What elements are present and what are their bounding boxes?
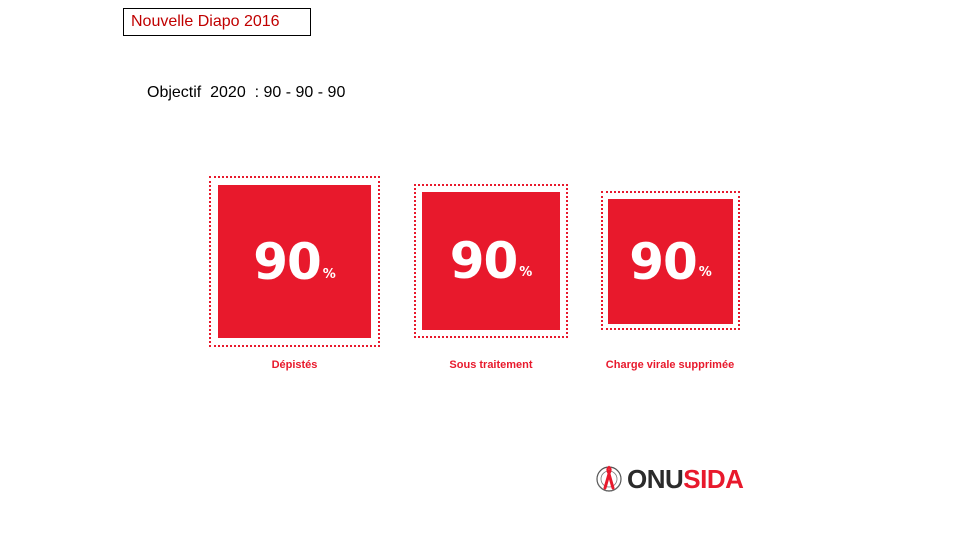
target-square-1: 90 %: [218, 185, 371, 338]
target-unit-3: %: [698, 265, 712, 280]
target-frame-3: [601, 191, 740, 330]
target-unit-1: %: [322, 267, 336, 282]
target-unit-2: %: [519, 265, 533, 280]
slide-subtitle: Objectif 2020 : 90 - 90 - 90: [147, 84, 346, 101]
target-label-2: Sous traitement: [449, 359, 533, 371]
onusida-logo: ONU SIDA: [594, 464, 744, 494]
target-square-3: 90 %: [608, 199, 733, 324]
target-square-2: 90 %: [422, 192, 560, 330]
target-value-3: 90: [629, 232, 698, 291]
logo-word-onu: ONU: [627, 464, 684, 494]
target-label-1: Dépistés: [271, 359, 318, 371]
target-value-2: 90: [449, 232, 519, 290]
target-label-3: Charge virale supprimée: [605, 359, 735, 371]
target-value-1: 90: [253, 232, 322, 291]
slide-tag-label: Nouvelle Diapo 2016: [131, 13, 280, 30]
slide-tag: Nouvelle Diapo 2016: [123, 8, 311, 36]
target-frame-1: [209, 176, 380, 347]
red-ribbon-un-emblem-icon: [596, 465, 622, 492]
target-frame-2: [414, 184, 568, 338]
logo-word-sida: SIDA: [683, 464, 744, 494]
